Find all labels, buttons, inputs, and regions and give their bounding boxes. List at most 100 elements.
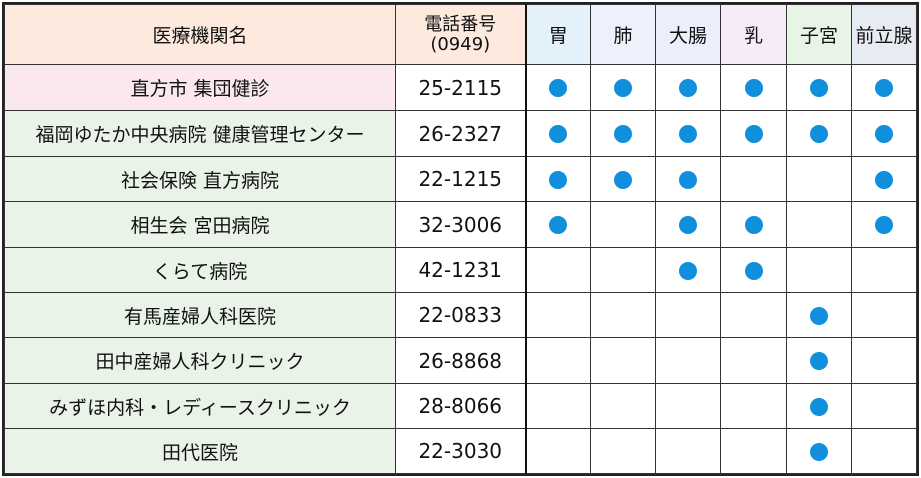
header-row: 医療機関名 電話番号 (0949) 胃 肺 大腸 乳 子宮 前立腺 [4,4,917,65]
exam-cell [655,428,721,474]
exam-cell [524,64,591,111]
exam-cell [524,201,591,248]
exam-cell [851,201,917,248]
institution-name: 田中産婦人科クリニック [4,337,396,384]
exam-cell [720,337,787,384]
exam-cell [524,292,591,338]
exam-cell [851,110,917,157]
exam-cell [524,156,591,202]
phone-number: 26-8868 [395,337,526,384]
institution-name: 社会保険 直方病院 [4,156,396,202]
exam-cell [720,201,787,248]
available-dot-icon [679,216,697,235]
exam-cell [851,337,917,384]
table-row: 直方市 集団健診 25-2115 [4,64,917,111]
phone-number: 32-3006 [395,201,526,248]
exam-cell [851,64,917,111]
exam-cell [655,247,721,293]
available-dot-icon [875,79,893,98]
exam-cell [851,292,917,338]
table-row: 福岡ゆたか中央病院 健康管理センター 26-2327 [4,110,917,157]
available-dot-icon [810,352,828,371]
institution-name: 田代医院 [4,428,396,474]
available-dot-icon [875,125,893,144]
header-category-uterus: 子宮 [786,4,852,65]
exam-cell [786,110,852,157]
exam-cell [524,247,591,293]
institution-name: 直方市 集団健診 [4,64,396,111]
available-dot-icon [810,125,828,144]
exam-cell [720,247,787,293]
exam-cell [720,292,787,338]
header-category-prostate: 前立腺 [851,4,917,65]
exam-cell [590,247,656,293]
available-dot-icon [679,261,697,280]
exam-cell [786,247,852,293]
phone-number: 25-2115 [395,64,526,111]
exam-cell [786,201,852,248]
exam-cell [720,428,787,474]
available-dot-icon [744,125,763,144]
institution-name: みずほ内科・レディースクリニック [4,383,396,429]
table-row: みずほ内科・レディースクリニック 28-8066 [4,383,917,429]
available-dot-icon [744,216,763,235]
table-row: 社会保険 直方病院 22-1215 [4,156,917,202]
available-dot-icon [810,79,828,98]
available-dot-icon [810,397,828,416]
exam-cell [786,428,852,474]
institution-name: くらて病院 [4,247,396,293]
phone-number: 22-3030 [395,428,526,474]
exam-cell [590,156,656,202]
available-dot-icon [549,125,568,144]
institution-name: 福岡ゆたか中央病院 健康管理センター [4,110,396,157]
exam-cell [786,292,852,338]
exam-cell [524,383,591,429]
exam-cell [655,337,721,384]
exam-cell [590,292,656,338]
exam-cell [655,110,721,157]
exam-cell [786,156,852,202]
table-row: 有馬産婦人科医院 22-0833 [4,292,917,338]
header-category-breast: 乳 [720,4,787,65]
exam-cell [655,201,721,248]
exam-cell [590,383,656,429]
table-row: 相生会 宮田病院 32-3006 [4,201,917,248]
header-category-colon: 大腸 [655,4,721,65]
exam-cell [720,64,787,111]
available-dot-icon [679,79,697,98]
phone-number: 28-8066 [395,383,526,429]
exam-cell [720,156,787,202]
exam-cell [590,201,656,248]
phone-number: 22-0833 [395,292,526,338]
institution-name: 有馬産婦人科医院 [4,292,396,338]
header-category-lung: 肺 [590,4,656,65]
exam-cell [655,156,721,202]
exam-cell [590,428,656,474]
available-dot-icon [549,79,568,98]
exam-cell [786,337,852,384]
exam-cell [851,428,917,474]
exam-cell [720,110,787,157]
exam-cell [590,64,656,111]
exam-cell [786,64,852,111]
exam-cell [655,64,721,111]
available-dot-icon [744,79,763,98]
header-phone-areacode: (0949) [430,33,491,55]
phone-number: 42-1231 [395,247,526,293]
table-row: くらて病院 42-1231 [4,247,917,293]
available-dot-icon [679,170,697,189]
phone-number: 22-1215 [395,156,526,202]
available-dot-icon [810,306,828,325]
exam-cell [851,247,917,293]
header-institution-name: 医療機関名 [4,4,396,65]
header-phone-label: 電話番号 [424,13,497,35]
available-dot-icon [875,170,893,189]
header-category-stomach: 胃 [524,4,591,65]
table-row: 田中産婦人科クリニック 26-8868 [4,337,917,384]
available-dot-icon [614,79,632,98]
available-dot-icon [549,216,568,235]
available-dot-icon [875,216,893,235]
exam-cell [590,110,656,157]
exam-cell [655,383,721,429]
